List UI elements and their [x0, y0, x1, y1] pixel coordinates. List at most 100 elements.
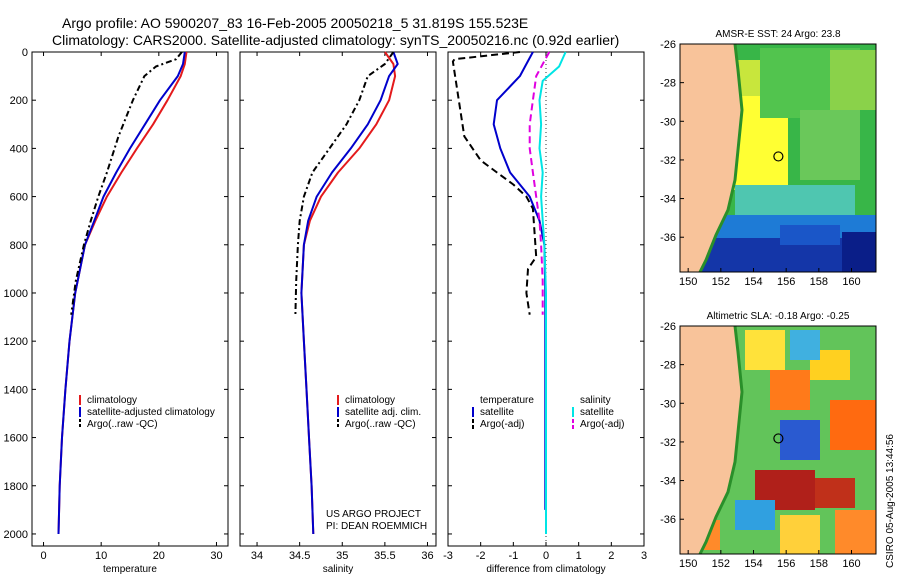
- series-line-satellite: [300, 51, 399, 535]
- series-line-salinity-argo: [528, 51, 551, 315]
- sla-map: [680, 326, 876, 554]
- map-x-tick-label: 156: [777, 558, 795, 570]
- map-y-tick-label: -26: [660, 321, 676, 333]
- temperature-xlabel: temperature: [103, 564, 157, 575]
- project-annotation: US ARGO PROJECT: [326, 509, 421, 520]
- x-tick-label: -1: [508, 550, 518, 562]
- map-y-tick-label: -34: [660, 194, 676, 206]
- map-x-tick-label: 152: [712, 276, 730, 288]
- legend-satellite: satellite adj. clim.: [345, 407, 421, 418]
- map-y-tick-label: -32: [660, 437, 676, 449]
- map-y-tick-label: -28: [660, 360, 676, 372]
- map-x-tick-label: 150: [679, 276, 697, 288]
- y-tick-label: 400: [10, 143, 28, 155]
- map-y-tick-label: -32: [660, 155, 676, 167]
- y-tick-label: 1400: [4, 384, 28, 396]
- map-y-tick-label: -30: [660, 116, 676, 128]
- temperature-legend: climatology satellite-adjusted climatolo…: [79, 395, 215, 430]
- sst-map-frame: [679, 43, 877, 273]
- map-x-tick-label: 158: [810, 276, 828, 288]
- x-tick-label: 30: [210, 550, 222, 562]
- y-tick-label: 1000: [4, 288, 28, 300]
- legend-temperature-satellite: satellite: [480, 407, 514, 418]
- series-line-climatology: [300, 51, 397, 535]
- map-axes: 150 152 154 156 158 160 -26 -28 -30 -32 -34 -36 150 1…: [660, 39, 861, 570]
- map-y-tick-label: -26: [660, 39, 676, 51]
- x-tick-label: -3: [443, 550, 453, 562]
- difference-xlabel: difference from climatology: [486, 564, 605, 575]
- map-x-tick-label: 154: [744, 276, 762, 288]
- y-tick-label: 1800: [4, 481, 28, 493]
- map-x-tick-label: 154: [744, 558, 762, 570]
- salinity-plot: 34 34.5 35 35.5 36: [240, 51, 436, 562]
- legend-argo: Argo(..raw -QC): [87, 419, 158, 430]
- map-y-tick-label: -36: [660, 232, 676, 244]
- series-line-salinity-satellite: [538, 51, 567, 534]
- x-tick-label: 0: [543, 550, 549, 562]
- legend-climatology: climatology: [87, 395, 137, 406]
- sla-map-title: Altimetric SLA: -0.18 Argo: -0.25: [707, 311, 850, 322]
- y-tick-label: 600: [10, 192, 28, 204]
- x-tick-label: 36: [421, 550, 433, 562]
- map-y-tick-label: -36: [660, 514, 676, 526]
- coastline: [698, 44, 744, 272]
- map-x-tick-label: 160: [842, 558, 860, 570]
- y-tick-label: 0: [22, 47, 28, 59]
- float-position-marker: [773, 151, 784, 162]
- coastline: [698, 326, 744, 554]
- map-y-tick-label: -30: [660, 398, 676, 410]
- series-line-temperature-satellite: [492, 51, 547, 510]
- land-mass: [680, 44, 742, 272]
- x-tick-label: -2: [476, 550, 486, 562]
- map-x-tick-label: 152: [712, 558, 730, 570]
- x-tick-label: 35.5: [374, 550, 395, 562]
- float-position-marker: [773, 433, 784, 444]
- land-mass: [680, 326, 742, 554]
- series-line-temperature-argo: [451, 51, 538, 315]
- map-x-tick-label: 156: [777, 276, 795, 288]
- map-y-tick-label: -28: [660, 78, 676, 90]
- temperature-plot: 0 10 20 30 0 200 400 600 800 1000 1200 1400 1600 1800…: [4, 47, 228, 562]
- legend-argo: Argo(..raw -QC): [345, 419, 416, 430]
- y-tick-label: 200: [10, 95, 28, 107]
- map-x-tick-label: 158: [810, 558, 828, 570]
- x-tick-label: 1: [576, 550, 582, 562]
- footer-stamp: CSIRO 05-Aug-2005 13:44:56: [885, 434, 896, 568]
- salinity-xlabel: salinity: [323, 564, 354, 575]
- legend-temperature-argo: Argo(-adj): [480, 419, 524, 430]
- map-x-tick-label: 150: [679, 558, 697, 570]
- x-tick-label: 3: [641, 550, 647, 562]
- sst-map-title: AMSR-E SST: 24 Argo: 23.8: [715, 29, 840, 40]
- y-tick-label: 1200: [4, 336, 28, 348]
- salinity-panel: [239, 51, 437, 547]
- series-line-argo: [294, 51, 395, 315]
- x-tick-label: 0: [40, 550, 46, 562]
- y-tick-label: 1600: [4, 433, 28, 445]
- x-tick-label: 35: [336, 550, 348, 562]
- x-tick-label: 34: [251, 550, 263, 562]
- x-tick-label: 10: [95, 550, 107, 562]
- map-y-tick-label: -34: [660, 476, 676, 488]
- difference-plot: -3 -2 -1 0 1 2 3: [443, 51, 647, 562]
- series-line-satellite: [57, 51, 186, 535]
- y-tick-label: 800: [10, 240, 28, 252]
- temperature-panel: [31, 51, 229, 547]
- pi-annotation: PI: DEAN ROEMMICH: [326, 521, 427, 532]
- legend-temperature-heading: temperature: [480, 395, 534, 406]
- legend-salinity-satellite: satellite: [580, 407, 614, 418]
- map-x-tick-label: 160: [842, 276, 860, 288]
- title-line-1: Argo profile: AO 5900207_83 16-Feb-2005 …: [62, 15, 528, 31]
- sst-map: [680, 44, 876, 272]
- legend-climatology: climatology: [345, 395, 395, 406]
- x-tick-label: 20: [153, 550, 165, 562]
- x-tick-label: 2: [608, 550, 614, 562]
- legend-satellite: satellite-adjusted climatology: [87, 407, 215, 418]
- y-tick-label: 2000: [4, 529, 28, 541]
- x-tick-label: 34.5: [289, 550, 310, 562]
- legend-salinity-argo: Argo(-adj): [580, 419, 624, 430]
- legend-salinity-heading: salinity: [580, 395, 611, 406]
- title-line-2: Climatology: CARS2000. Satellite-adjuste…: [52, 32, 619, 48]
- sla-map-frame: [679, 325, 877, 555]
- difference-legend: temperature satellite Argo(-adj) salinit…: [472, 395, 624, 430]
